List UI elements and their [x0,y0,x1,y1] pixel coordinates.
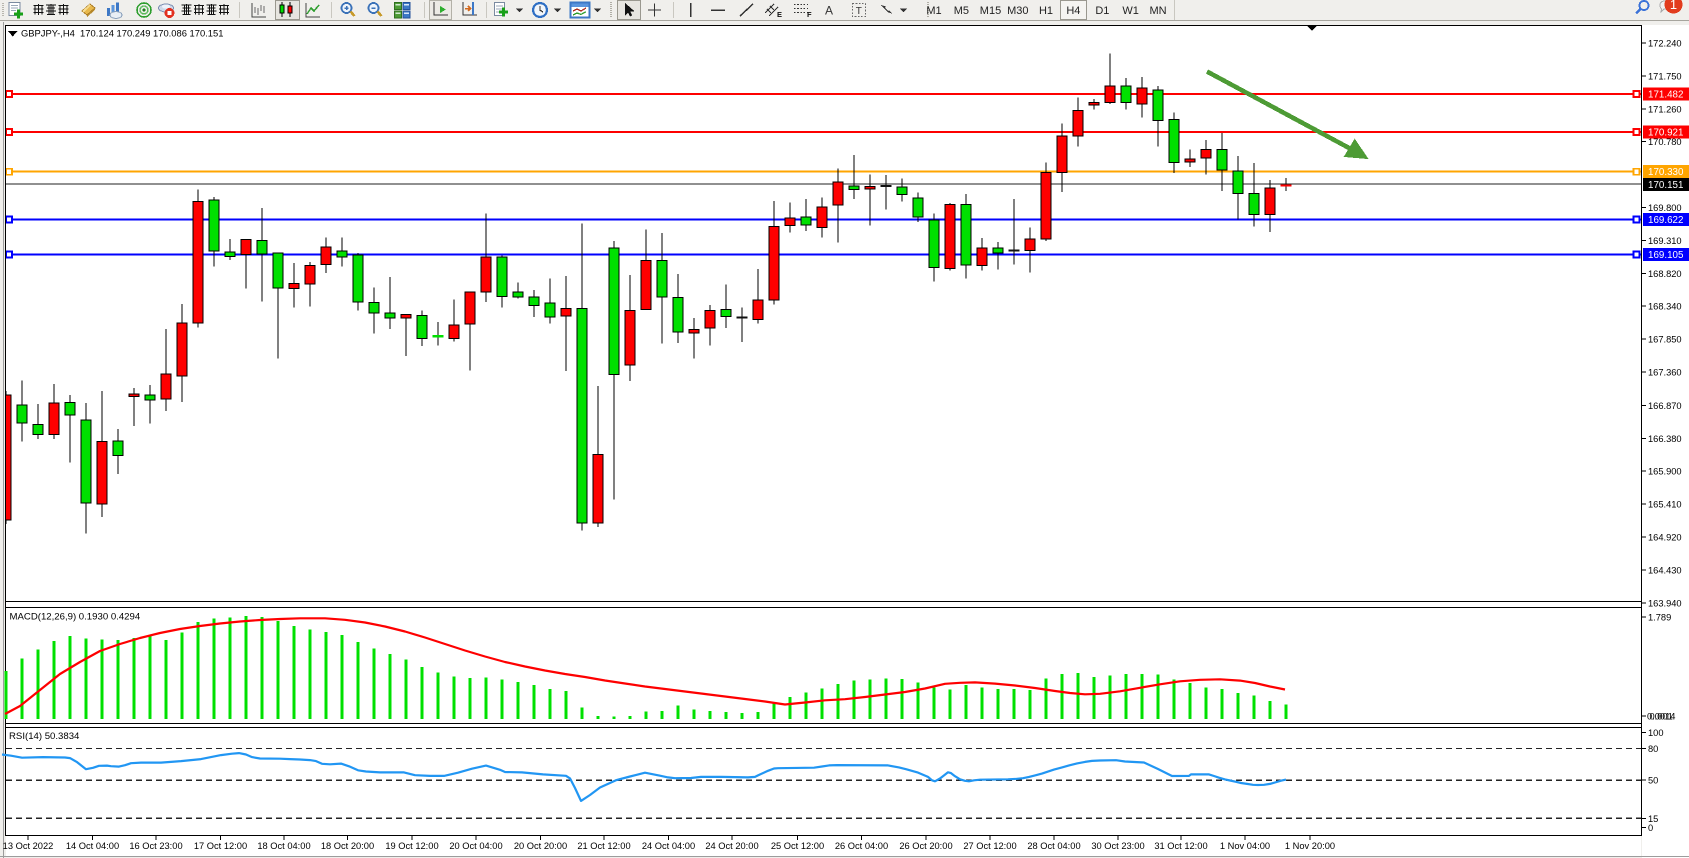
svg-text:31 Oct 12:00: 31 Oct 12:00 [1154,841,1207,851]
svg-text:M30: M30 [1007,5,1028,17]
svg-text:13 Oct 2022: 13 Oct 2022 [3,841,54,851]
svg-text:1.789: 1.789 [1648,613,1671,623]
svg-text:164.920: 164.920 [1648,533,1682,543]
svg-text:18 Oct 20:00: 18 Oct 20:00 [321,841,374,851]
svg-text:168.820: 168.820 [1648,269,1682,279]
svg-text:28 Oct 04:00: 28 Oct 04:00 [1027,841,1080,851]
svg-text:21 Oct 12:00: 21 Oct 12:00 [577,841,630,851]
svg-text:14 Oct 04:00: 14 Oct 04:00 [66,841,119,851]
svg-text:H4: H4 [1066,5,1080,17]
svg-text:30 Oct 23:00: 30 Oct 23:00 [1091,841,1144,851]
svg-text:166.870: 166.870 [1648,401,1682,411]
svg-text:M1: M1 [926,5,941,17]
svg-text:80: 80 [1648,744,1658,754]
svg-text:169.622: 169.622 [1648,215,1683,226]
svg-text:MACD(12,26,9) 0.1930 0.4294: MACD(12,26,9) 0.1930 0.4294 [10,612,141,623]
svg-text:M15: M15 [980,5,1001,17]
svg-text:100: 100 [1648,728,1664,738]
svg-text:16 Oct 23:00: 16 Oct 23:00 [129,841,182,851]
svg-text:0.0014: 0.0014 [1647,712,1675,722]
svg-text:169.800: 169.800 [1648,203,1682,213]
svg-text:171.750: 171.750 [1648,71,1682,81]
svg-text:17 Oct 12:00: 17 Oct 12:00 [194,841,247,851]
svg-text:1: 1 [1670,0,1677,12]
svg-text:163.940: 163.940 [1648,599,1682,609]
svg-text:20 Oct 20:00: 20 Oct 20:00 [514,841,567,851]
svg-text:26 Oct 04:00: 26 Oct 04:00 [835,841,888,851]
svg-text:171.482: 171.482 [1648,90,1683,101]
svg-text:19 Oct 12:00: 19 Oct 12:00 [385,841,438,851]
svg-text:165.900: 165.900 [1648,466,1682,476]
svg-text:H1: H1 [1039,5,1053,17]
svg-text:MN: MN [1149,5,1166,17]
svg-text:1 Nov 04:00: 1 Nov 04:00 [1220,841,1270,851]
svg-text:167.850: 167.850 [1648,335,1682,345]
svg-text:25 Oct 12:00: 25 Oct 12:00 [771,841,824,851]
svg-text:26 Oct 20:00: 26 Oct 20:00 [899,841,952,851]
svg-text:RSI(14) 50.3834: RSI(14) 50.3834 [9,731,80,742]
svg-text:169.105: 169.105 [1648,250,1684,261]
svg-text:170.330: 170.330 [1648,167,1684,178]
svg-text:M5: M5 [954,5,969,17]
svg-text:24 Oct 20:00: 24 Oct 20:00 [705,841,758,851]
svg-text:171.260: 171.260 [1648,105,1682,115]
svg-text:E: E [777,10,782,19]
svg-text:F: F [807,10,812,19]
svg-text:167.360: 167.360 [1648,368,1682,378]
svg-text:50: 50 [1648,776,1658,786]
svg-text:GBPJPY-,H4 170.124 170.249 17: GBPJPY-,H4 170.124 170.249 170.086 170.1… [21,28,223,39]
svg-text:T: T [856,6,862,17]
svg-text:164.430: 164.430 [1648,566,1682,576]
svg-text:18 Oct 04:00: 18 Oct 04:00 [257,841,310,851]
svg-text:170.151: 170.151 [1648,180,1683,191]
svg-text:0: 0 [1648,823,1653,833]
svg-text:166.380: 166.380 [1648,434,1682,444]
svg-text:A: A [825,4,833,18]
svg-text:168.340: 168.340 [1648,302,1682,312]
svg-text:172.240: 172.240 [1648,38,1682,48]
svg-text:15: 15 [1648,814,1658,824]
svg-text:170.921: 170.921 [1648,128,1683,139]
svg-text:170.780: 170.780 [1648,137,1682,147]
svg-text:27 Oct 12:00: 27 Oct 12:00 [963,841,1016,851]
svg-text:165.410: 165.410 [1648,499,1682,509]
svg-text:1 Nov 20:00: 1 Nov 20:00 [1285,841,1335,851]
svg-text:20 Oct 04:00: 20 Oct 04:00 [449,841,502,851]
svg-text:24 Oct 04:00: 24 Oct 04:00 [642,841,695,851]
svg-text:D1: D1 [1095,5,1109,17]
svg-text:169.310: 169.310 [1648,236,1682,246]
svg-text:W1: W1 [1122,5,1139,17]
svg-text:0.001: 0.001 [1650,712,1673,722]
